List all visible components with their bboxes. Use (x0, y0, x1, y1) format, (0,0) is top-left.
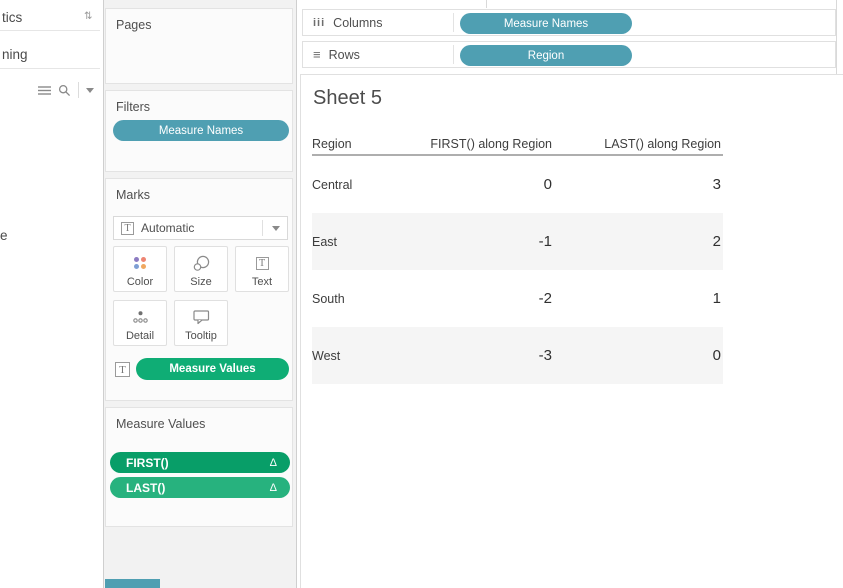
divider (453, 13, 454, 32)
field-item-fragment[interactable]: ning (2, 47, 28, 62)
rows-icon: ≡ (313, 47, 321, 62)
detail-icon (114, 308, 166, 326)
col-header-region[interactable]: Region (312, 137, 352, 151)
pill-last[interactable]: LAST() Δ (110, 477, 290, 498)
divider (262, 220, 263, 236)
columns-shelf[interactable]: iii Columns Measure Names (302, 9, 836, 36)
marks-pill-measure-values[interactable]: Measure Values (136, 358, 289, 380)
table-row: South -2 1 (312, 270, 723, 327)
col-header-first-along-region[interactable]: FIRST() along Region (430, 137, 552, 151)
divider (453, 45, 454, 64)
pages-card[interactable]: Pages (105, 8, 293, 84)
table-row: Central 0 3 (312, 156, 723, 213)
cell-value[interactable]: -3 (538, 347, 552, 364)
search-icon[interactable] (58, 84, 71, 97)
detail-button-label: Detail (125, 330, 155, 342)
crosstab-table: Region FIRST() along Region LAST() along… (312, 137, 723, 384)
divider (836, 0, 837, 74)
text-button[interactable]: T Text (235, 246, 289, 292)
table-header-row: Region FIRST() along Region LAST() along… (312, 137, 723, 156)
table-row: East -1 2 (312, 213, 723, 270)
divider (486, 0, 487, 8)
chevron-down-icon[interactable] (86, 87, 94, 93)
pages-card-title: Pages (116, 18, 152, 32)
col-header-last-along-region[interactable]: LAST() along Region (604, 137, 721, 151)
detail-button[interactable]: Detail (113, 300, 167, 346)
text-button-label: Text (251, 276, 273, 288)
pill-label: LAST() (126, 480, 166, 495)
text-icon: T (236, 254, 288, 272)
size-button-label: Size (190, 276, 212, 288)
data-pane-toolbar (0, 81, 97, 99)
cell-value[interactable]: 1 (712, 290, 721, 307)
row-label[interactable]: West (312, 348, 341, 363)
size-icon (175, 254, 227, 272)
columns-shelf-label: Columns (333, 15, 383, 30)
text-mark-icon: T (121, 221, 134, 235)
mark-type-label: Automatic (141, 221, 195, 235)
row-label[interactable]: South (312, 291, 345, 306)
rows-shelf[interactable]: ≡ Rows Region (302, 41, 836, 68)
size-button[interactable]: Size (174, 246, 228, 292)
text-mark-icon: T (115, 362, 130, 377)
measure-values-card-title: Measure Values (116, 417, 206, 431)
columns-pill-measure-names[interactable]: Measure Names (460, 13, 632, 34)
color-icon (114, 254, 166, 272)
pill-label: Measure Names (503, 17, 589, 30)
divider (0, 30, 100, 31)
mark-type-dropdown[interactable]: T Automatic (113, 216, 288, 240)
columns-icon: iii (313, 16, 326, 29)
cell-value[interactable]: -1 (538, 233, 552, 250)
color-button-label: Color (126, 276, 154, 288)
cell-value[interactable]: 0 (712, 347, 721, 364)
cell-value[interactable]: 3 (712, 176, 721, 193)
cell-value[interactable]: 2 (712, 233, 721, 250)
pill-first[interactable]: FIRST() Δ (110, 452, 290, 473)
marks-card-title: Marks (116, 188, 151, 202)
tooltip-button[interactable]: Tooltip (174, 300, 228, 346)
sort-icon[interactable]: ⇅ (84, 11, 93, 22)
pill-label: Region (527, 49, 565, 62)
cell-value[interactable]: 0 (543, 176, 552, 193)
row-label[interactable]: East (312, 234, 338, 249)
sheet-title: Sheet 5 (313, 87, 382, 109)
pill-label: Measure Values (169, 363, 256, 375)
divider (78, 82, 79, 98)
analytics-tab-fragment[interactable]: tics (2, 10, 23, 25)
rows-pill-region[interactable]: Region (460, 45, 632, 66)
field-item-fragment-2[interactable]: e (0, 228, 8, 243)
tooltip-icon (175, 308, 227, 326)
delta-icon: Δ (269, 456, 277, 469)
divider (0, 68, 100, 69)
tooltip-button-label: Tooltip (185, 330, 217, 342)
rows-shelf-label: Rows (328, 47, 360, 62)
pill-label: FIRST() (126, 455, 169, 470)
list-view-icon[interactable] (38, 85, 51, 96)
color-button[interactable]: Color (113, 246, 167, 292)
cell-value[interactable]: -2 (538, 290, 552, 307)
delta-icon: Δ (269, 481, 277, 494)
pill-label: Measure Names (158, 124, 244, 137)
table-row: West -3 0 (312, 327, 723, 384)
filters-card-title: Filters (116, 100, 151, 114)
bottom-accent-bar (105, 579, 160, 588)
row-label[interactable]: Central (312, 177, 353, 192)
chevron-down-icon (272, 225, 280, 231)
filters-pill-measure-names[interactable]: Measure Names (113, 120, 289, 141)
